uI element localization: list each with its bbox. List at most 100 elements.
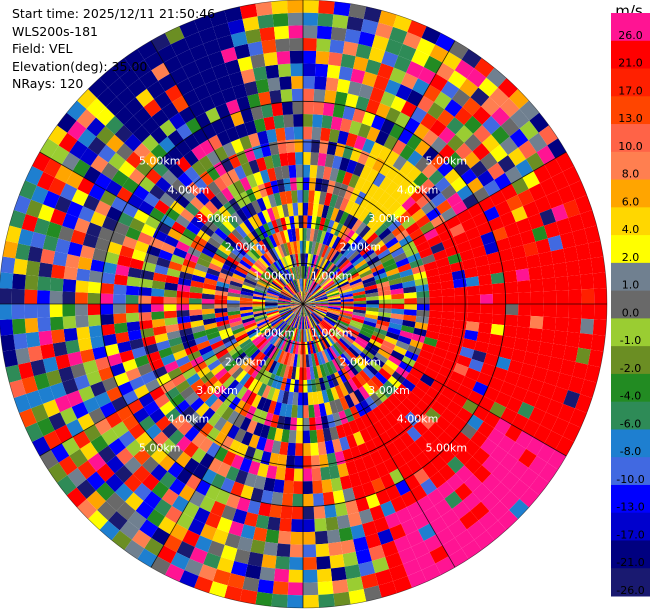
velocity-gate [278,294,292,301]
velocity-gate [230,560,248,577]
velocity-gate [480,492,501,512]
velocity-gate [297,253,302,267]
velocity-gate [563,199,581,218]
velocity-gate [553,330,568,346]
velocity-gate [133,384,150,399]
velocity-gate [357,150,370,166]
velocity-gate [260,254,272,267]
velocity-gate [427,360,442,374]
velocity-gate [171,178,187,194]
velocity-gate [447,70,467,89]
velocity-gate [227,232,241,245]
colorbar-cell [611,318,650,347]
velocity-gate [313,352,320,366]
velocity-gate [567,274,582,291]
velocity-gate [357,332,371,342]
velocity-gate [164,207,181,222]
velocity-gate [322,166,332,181]
velocity-gate [276,321,287,333]
velocity-gate [166,330,181,341]
velocity-gate [411,541,430,559]
velocity-gate [332,489,346,505]
velocity-gate [291,190,298,204]
velocity-gate [300,316,303,330]
velocity-gate [285,312,295,323]
velocity-gate [314,293,327,300]
velocity-gate [206,442,221,458]
velocity-gate [398,176,414,192]
velocity-gate [572,228,588,247]
velocity-gate [488,376,505,392]
velocity-gate [364,313,379,320]
velocity-gate [491,282,506,295]
velocity-gate [240,290,254,297]
velocity-gate [145,423,162,440]
velocity-gate [210,91,226,108]
velocity-gate [213,161,227,177]
velocity-gate [463,439,481,457]
velocity-gate [353,205,366,220]
velocity-gate [90,155,109,173]
velocity-gate [396,402,411,417]
velocity-gate [286,313,296,324]
velocity-gate [401,196,416,211]
velocity-gate [199,495,216,513]
velocity-gate [215,315,229,323]
velocity-gate [334,341,346,354]
velocity-gate [275,363,284,377]
velocity-gate [389,317,404,326]
velocity-gate [419,373,435,387]
velocity-gate [303,25,318,39]
velocity-gate [67,467,87,488]
velocity-gate [332,252,343,265]
velocity-gate [421,429,438,446]
velocity-gate [24,304,38,319]
velocity-gate [216,75,233,92]
velocity-gate [369,142,384,158]
velocity-gate [160,214,176,228]
velocity-gate [239,338,252,349]
velocity-gate [306,279,313,293]
velocity-gate [105,492,126,512]
velocity-gate [315,271,324,283]
velocity-gate [113,221,130,236]
velocity-gate [242,576,260,592]
velocity-gate [75,280,89,293]
velocity-gate [262,371,273,385]
velocity-gate [340,309,354,315]
velocity-gate [285,455,296,469]
velocity-gate [385,552,403,570]
velocity-gate [497,435,516,453]
velocity-gate [290,304,303,306]
velocity-gate [423,228,439,241]
velocity-gate [257,211,267,225]
velocity-gate [349,278,363,286]
velocity-gate [192,176,208,192]
velocity-gate [477,421,495,439]
velocity-gate [247,232,259,245]
velocity-gate [252,213,263,228]
velocity-gate [501,335,516,349]
velocity-gate [356,335,369,346]
velocity-gate [391,371,406,384]
velocity-gate [32,436,51,456]
velocity-gate [241,256,254,267]
velocity-gate [363,585,382,602]
velocity-gate [143,491,162,509]
colorbar-cell [611,68,650,97]
velocity-gate [348,173,360,189]
velocity-gate [228,153,242,169]
velocity-gate [55,354,71,370]
velocity-gate [186,411,202,427]
velocity-gate [303,291,308,304]
velocity-gate [243,322,257,330]
velocity-gate [434,221,450,235]
velocity-gate [444,423,461,440]
velocity-gate [378,299,392,304]
velocity-gate [468,358,484,373]
velocity-gate [324,315,337,323]
velocity-gate [279,76,292,90]
velocity-gate [265,307,279,312]
velocity-gate [135,159,153,177]
velocity-gate [481,455,500,474]
